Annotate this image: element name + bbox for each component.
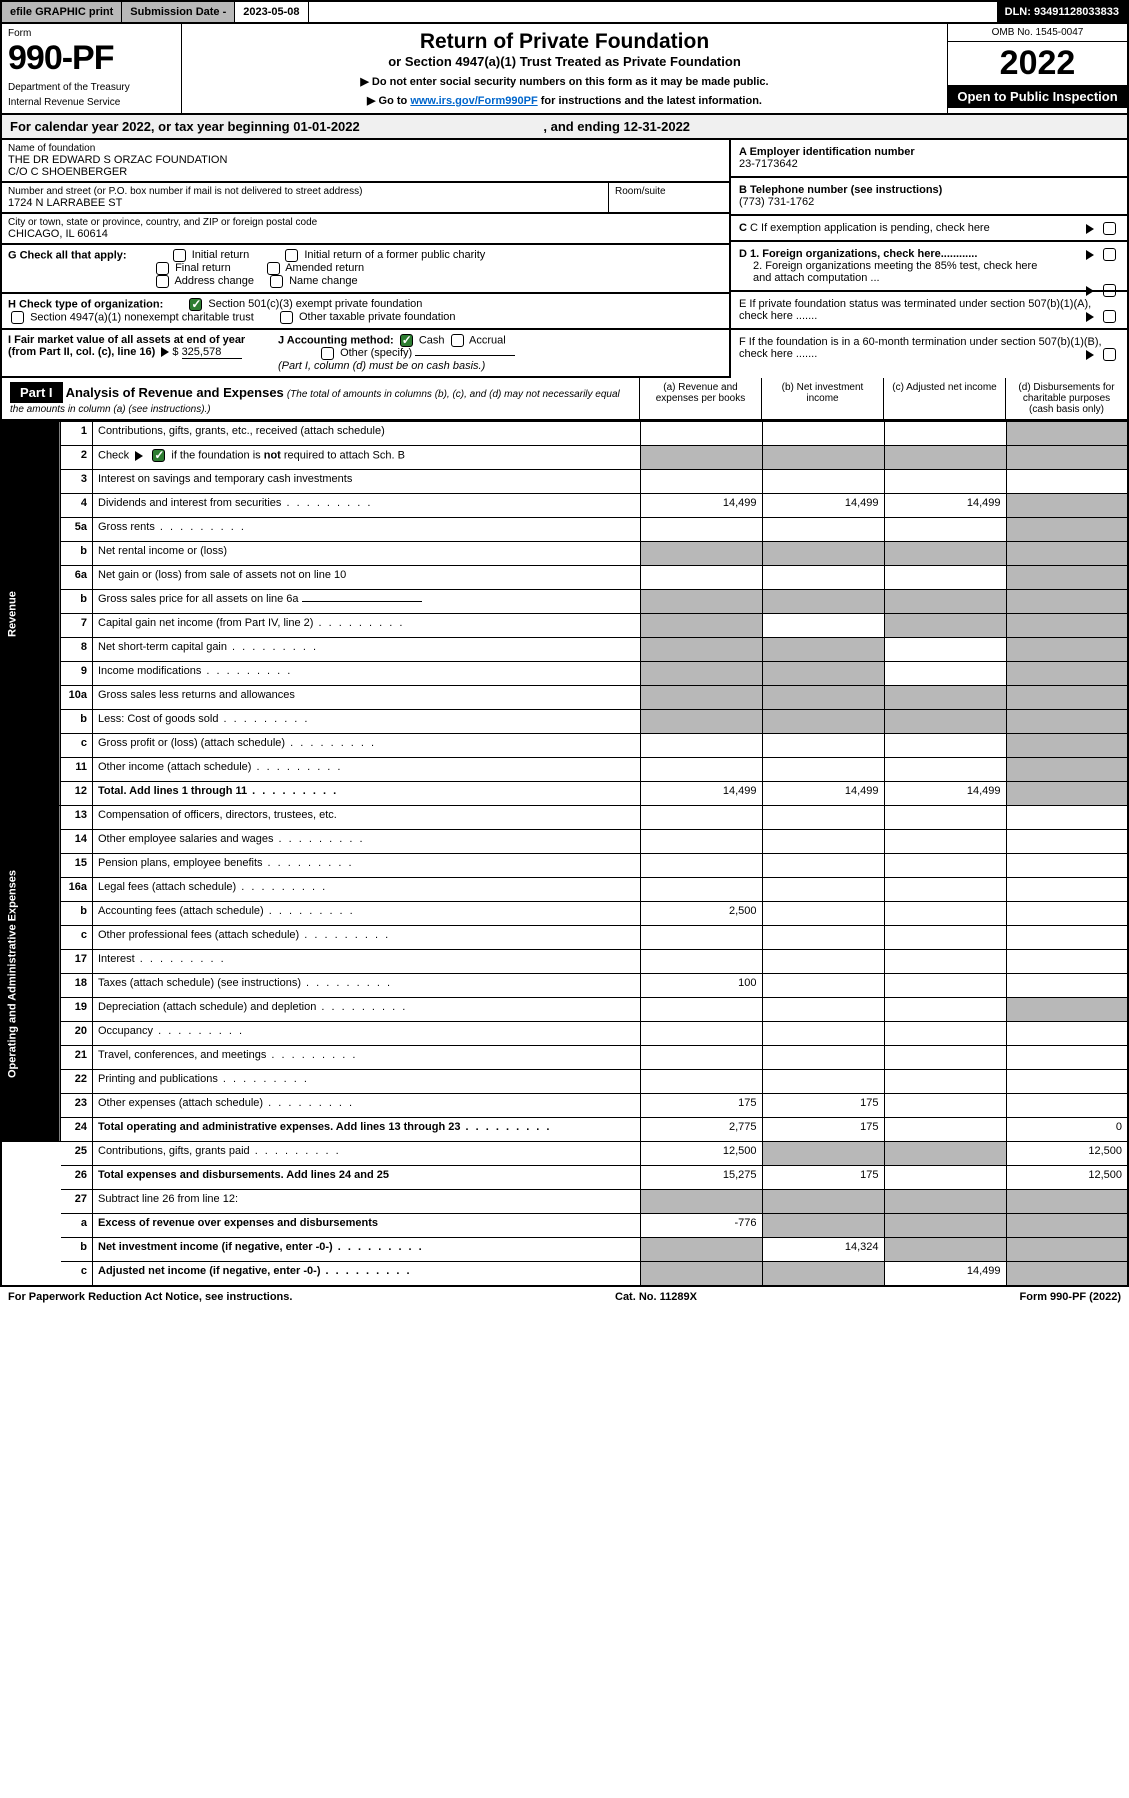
cb-e[interactable]	[1103, 310, 1116, 323]
cb-cash[interactable]	[400, 334, 413, 347]
efile-label: efile GRAPHIC print	[2, 2, 122, 22]
a-label: A Employer identification number	[739, 146, 915, 158]
footer-left: For Paperwork Reduction Act Notice, see …	[8, 1291, 292, 1303]
form-label: Form	[8, 28, 175, 39]
form-number: 990-PF	[8, 39, 175, 78]
part1-title: Analysis of Revenue and Expenses	[66, 385, 284, 400]
form-title: Return of Private Foundation	[192, 30, 937, 54]
phone-value: (773) 731-1762	[739, 196, 814, 208]
dln: DLN: 93491128033833	[997, 2, 1127, 22]
cb-name-change[interactable]	[270, 275, 283, 288]
foundation-co: C/O C SHOENBERGER	[8, 166, 723, 178]
arrow-icon	[1086, 350, 1094, 360]
cb-accrual[interactable]	[451, 334, 464, 347]
d1-label: D 1. Foreign organizations, check here..…	[739, 248, 977, 260]
form-subtitle: or Section 4947(a)(1) Trust Treated as P…	[192, 54, 937, 69]
e-label: E If private foundation status was termi…	[739, 298, 1091, 322]
instruct-2: ▶ Go to www.irs.gov/Form990PF for instru…	[192, 94, 937, 107]
cb-amended[interactable]	[267, 262, 280, 275]
name-label: Name of foundation	[8, 143, 723, 154]
col-b-head: (b) Net investment income	[761, 378, 883, 419]
arrow-icon	[1086, 224, 1094, 234]
cb-other-method[interactable]	[321, 347, 334, 360]
fmv-value: 325,578	[182, 346, 242, 359]
cb-d1[interactable]	[1103, 248, 1116, 261]
c-label: C If exemption application is pending, c…	[750, 222, 990, 234]
f-label: F If the foundation is in a 60-month ter…	[739, 336, 1102, 360]
tax-year: 2022	[948, 42, 1127, 85]
d2-label: 2. Foreign organizations meeting the 85%…	[753, 260, 1053, 284]
cb-501c3[interactable]	[189, 298, 202, 311]
form-header: Form 990-PF Department of the Treasury I…	[0, 24, 1129, 115]
arrow-icon	[1086, 250, 1094, 260]
part1-label: Part I	[10, 382, 63, 403]
cb-c[interactable]	[1103, 222, 1116, 235]
page-footer: For Paperwork Reduction Act Notice, see …	[0, 1287, 1129, 1307]
foundation-name: THE DR EDWARD S ORZAC FOUNDATION	[8, 154, 723, 166]
room-suite-label: Room/suite	[609, 183, 729, 212]
footer-mid: Cat. No. 11289X	[615, 1291, 697, 1303]
omb-number: OMB No. 1545-0047	[948, 24, 1127, 42]
instruct-1: ▶ Do not enter social security numbers o…	[192, 75, 937, 88]
top-bar: efile GRAPHIC print Submission Date - 20…	[0, 0, 1129, 24]
col-a-head: (a) Revenue and expenses per books	[639, 378, 761, 419]
cb-initial-former[interactable]	[285, 249, 298, 262]
cb-d2[interactable]	[1103, 284, 1116, 297]
submission-date: 2023-05-08	[235, 2, 308, 22]
j-label: J Accounting method:	[278, 334, 394, 346]
part1-table: Revenue 1Contributions, gifts, grants, e…	[0, 421, 1129, 1287]
submission-label: Submission Date -	[122, 2, 235, 22]
footer-right: Form 990-PF (2022)	[1020, 1291, 1121, 1303]
dept-treasury: Department of the Treasury	[8, 82, 175, 93]
ein-value: 23-7173642	[739, 158, 798, 170]
cb-initial-return[interactable]	[173, 249, 186, 262]
g-label: G Check all that apply:	[8, 249, 127, 261]
b-label: B Telephone number (see instructions)	[739, 184, 942, 196]
cb-f[interactable]	[1103, 348, 1116, 361]
h-label: H Check type of organization:	[8, 298, 163, 310]
cb-other-taxable[interactable]	[280, 311, 293, 324]
col-d-head: (d) Disbursements for charitable purpose…	[1005, 378, 1127, 419]
cb-address-change[interactable]	[156, 275, 169, 288]
open-inspection: Open to Public Inspection	[948, 85, 1127, 108]
calendar-year-row: For calendar year 2022, or tax year begi…	[0, 115, 1129, 140]
cb-final-return[interactable]	[156, 262, 169, 275]
revenue-label: Revenue	[1, 422, 61, 806]
city-state-zip: CHICAGO, IL 60614	[8, 228, 723, 240]
street-address: 1724 N LARRABEE ST	[8, 197, 602, 209]
col-c-head: (c) Adjusted net income	[883, 378, 1005, 419]
expenses-label: Operating and Administrative Expenses	[1, 806, 61, 1142]
arrow-icon	[1086, 312, 1094, 322]
part1-header: Part I Analysis of Revenue and Expenses …	[0, 378, 1129, 421]
address-label: Number and street (or P.O. box number if…	[8, 186, 602, 197]
cb-4947[interactable]	[11, 311, 24, 324]
irs-link[interactable]: www.irs.gov/Form990PF	[410, 95, 537, 107]
dept-irs: Internal Revenue Service	[8, 97, 175, 108]
arrow-icon	[1086, 286, 1094, 296]
arrow-icon	[161, 347, 169, 357]
city-label: City or town, state or province, country…	[8, 217, 723, 228]
j-note: (Part I, column (d) must be on cash basi…	[278, 360, 485, 372]
